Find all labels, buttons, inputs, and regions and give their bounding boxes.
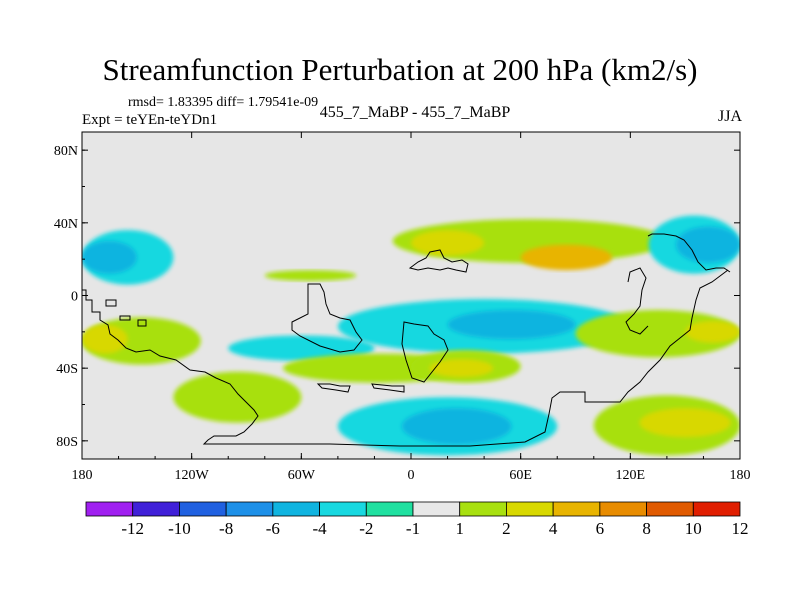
colorbar-label: -12 bbox=[121, 519, 144, 538]
colorbar-label: 8 bbox=[642, 519, 651, 538]
y-tick-label: 40S bbox=[56, 362, 78, 377]
axes: 80N 40N 0 40S 80S 180 120W 60W 0 60E 120E 180 bbox=[54, 132, 751, 483]
colorbar-label: -4 bbox=[312, 519, 327, 538]
colorbar-label: 12 bbox=[732, 519, 749, 538]
colorbar-swatch bbox=[599, 501, 647, 517]
coastline-south-america bbox=[82, 269, 729, 447]
case-label: 455_7_MaBP - 455_7_MaBP bbox=[319, 104, 511, 121]
anomaly-region bbox=[401, 408, 512, 445]
colorbar-label: 4 bbox=[549, 519, 558, 538]
anomaly-field bbox=[82, 215, 740, 456]
y-tick-label: 80N bbox=[54, 144, 78, 159]
x-tick-label: 180 bbox=[72, 468, 93, 483]
anomaly-region bbox=[429, 359, 494, 378]
anomaly-region bbox=[228, 335, 375, 361]
anomaly-region bbox=[520, 244, 613, 271]
anomaly-region bbox=[639, 408, 731, 438]
x-tick-label: 60W bbox=[288, 468, 316, 483]
y-tick-label: 40N bbox=[54, 217, 78, 232]
coastline-antarctic-shelf bbox=[371, 383, 405, 393]
colorbar: -12 -10 -8 -6 -4 -2 -1 1 2 4 6 8 10 12 bbox=[85, 501, 749, 538]
anomaly-region bbox=[575, 310, 740, 358]
colorbar-label: -1 bbox=[406, 519, 420, 538]
colorbar-label: -10 bbox=[168, 519, 191, 538]
anomaly-region bbox=[685, 320, 740, 343]
colorbar-label: 6 bbox=[596, 519, 605, 538]
x-tick-label: 0 bbox=[408, 468, 415, 483]
colorbar-label: 1 bbox=[455, 519, 464, 538]
coastline-africa bbox=[291, 283, 363, 353]
season-label: JJA bbox=[717, 108, 742, 125]
anomaly-region bbox=[676, 226, 740, 263]
coastline-europe bbox=[408, 249, 469, 273]
colorbar-label: -2 bbox=[359, 519, 373, 538]
colorbar-label: 2 bbox=[502, 519, 511, 538]
colorbar-swatch bbox=[179, 501, 227, 517]
chart-title: Streamfunction Perturbation at 200 hPa (… bbox=[102, 52, 698, 87]
anomaly-region bbox=[447, 310, 576, 340]
x-tick-label: 60E bbox=[509, 468, 532, 483]
coastline-east-asia bbox=[647, 233, 731, 273]
anomaly-region bbox=[82, 241, 137, 274]
anomaly-region bbox=[173, 371, 302, 423]
colorbar-label: -6 bbox=[266, 519, 280, 538]
colorbar-swatch bbox=[646, 501, 694, 517]
colorbar-label: -8 bbox=[219, 519, 233, 538]
x-tick-label: 180 bbox=[730, 468, 751, 483]
colorbar-swatch bbox=[365, 501, 414, 517]
coastline-pacific-islands bbox=[105, 299, 147, 327]
colorbar-swatch bbox=[225, 501, 274, 517]
coastlines bbox=[82, 233, 731, 447]
rmsd-stats: rmsd= 1.83395 diff= 1.79541e-09 bbox=[128, 95, 319, 110]
anomaly-region bbox=[82, 324, 128, 354]
x-tick-label: 120E bbox=[616, 468, 646, 483]
colorbar-swatch bbox=[506, 501, 554, 517]
y-tick-label: 80S bbox=[56, 435, 78, 450]
coastline-antarctic-peninsula bbox=[316, 383, 351, 393]
colorbar-swatch bbox=[412, 501, 461, 517]
colorbar-label: 10 bbox=[685, 519, 702, 538]
colorbar-swatch bbox=[272, 501, 320, 517]
coastline-australia bbox=[625, 267, 649, 335]
y-tick-label: 0 bbox=[71, 290, 78, 305]
coastline-asia-south bbox=[401, 321, 449, 383]
colorbar-swatch bbox=[692, 501, 741, 517]
colorbar-swatch bbox=[132, 501, 180, 517]
colorbar-swatch bbox=[85, 501, 134, 517]
anomaly-region bbox=[264, 270, 357, 281]
experiment-label: Expt = teYEn-teYDn1 bbox=[82, 112, 218, 128]
colorbar-swatch bbox=[552, 501, 601, 517]
x-tick-label: 120W bbox=[175, 468, 210, 483]
anomaly-region bbox=[411, 230, 485, 256]
colorbar-swatch bbox=[319, 501, 367, 517]
colorbar-swatch bbox=[459, 501, 507, 517]
